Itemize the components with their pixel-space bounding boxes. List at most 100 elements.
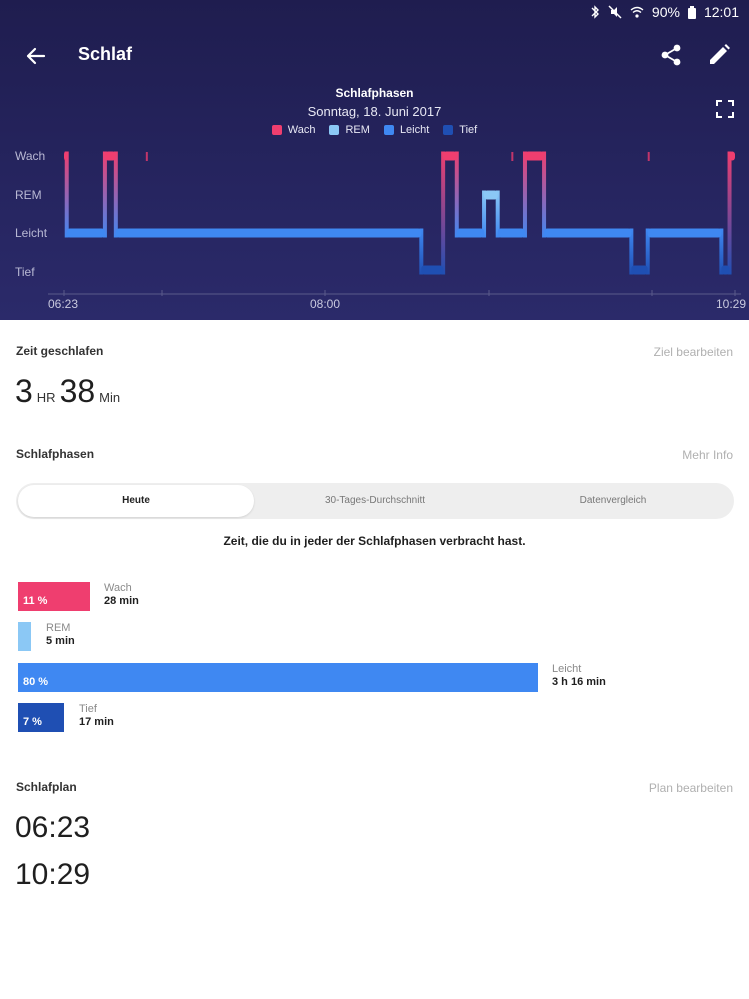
tab-data-comparison[interactable]: Datenvergleich <box>579 495 647 506</box>
stage-transition <box>64 151 69 238</box>
clock: 12:01 <box>703 4 739 20</box>
page-title: Schlaf <box>78 44 133 64</box>
stage-transition <box>454 151 459 238</box>
x-label-start: 06:23 <box>48 297 79 311</box>
minutes-value: 38 <box>59 373 96 409</box>
y-label-tief: Tief <box>15 265 35 279</box>
legend-swatch <box>329 125 340 135</box>
stage-transition <box>542 151 547 238</box>
phases-description: Zeit, die du in jeder der Schlafphasen v… <box>223 534 526 548</box>
plan-start-time: 06:23 <box>15 811 91 844</box>
legend-label: Leicht <box>399 124 430 136</box>
stage-transition <box>482 190 487 238</box>
tab-30-day-average[interactable]: 30-Tages-Durchschnitt <box>324 495 426 506</box>
legend-swatch <box>443 125 454 135</box>
minutes-unit: Min <box>99 390 121 405</box>
phase-label: Wach <box>104 582 132 594</box>
stage-segment-leicht <box>544 228 632 238</box>
stage-transition <box>113 151 118 238</box>
y-label-wach: Wach <box>15 149 46 163</box>
legend-label: REM <box>345 124 370 136</box>
fullscreen-icon[interactable] <box>716 100 734 118</box>
hours-value: 3 <box>15 373 33 409</box>
more-info-link[interactable]: Mehr Info <box>682 448 733 462</box>
phase-label: REM <box>46 622 71 634</box>
stage-transition <box>495 190 500 238</box>
stage-transition <box>727 151 732 275</box>
stage-transition <box>102 151 107 238</box>
phase-label: Leicht <box>552 663 582 675</box>
plan-end-time: 10:29 <box>15 858 91 891</box>
legend-item-wach: Wach <box>271 124 316 136</box>
sleep-chart-header: 90% 12:01 Schlaf Schlafphasen Sonntag, 1… <box>0 0 749 320</box>
period-segmented-control: Heute 30-Tages-Durchschnitt Datenverglei… <box>16 483 734 519</box>
phase-duration: 5 min <box>46 635 75 647</box>
stage-transition <box>419 228 424 275</box>
stage-transition <box>522 151 527 238</box>
edit-goal-link[interactable]: Ziel bearbeiten <box>653 345 733 359</box>
phase-bar-tief: 7 % <box>18 703 64 732</box>
battery-percent: 90% <box>651 4 680 20</box>
back-arrow-icon[interactable] <box>22 42 50 70</box>
stage-segment-wach <box>64 151 67 161</box>
phase-percent: 11 % <box>23 595 48 607</box>
legend-label: Tief <box>459 124 478 136</box>
edit-pencil-icon[interactable] <box>706 42 732 68</box>
chart-date: Sonntag, 18. Juni 2017 <box>307 104 442 119</box>
wifi-icon <box>630 6 644 18</box>
status-bar: 90% 12:01 <box>590 2 739 22</box>
hours-unit: HR <box>36 390 56 405</box>
x-label-end: 10:29 <box>716 297 747 311</box>
wake-tick <box>511 152 514 161</box>
phase-label: Tief <box>79 703 97 715</box>
stage-segment-wach <box>729 151 735 161</box>
stage-segment-tief <box>721 265 730 275</box>
phase-percent: 80 % <box>23 676 49 688</box>
stage-segment-leicht <box>66 228 105 238</box>
phase-bar-leicht: 80 % <box>18 663 538 692</box>
chart-legend: Wach REM Leicht Tief <box>0 124 749 136</box>
edit-plan-link[interactable]: Plan bearbeiten <box>648 781 733 795</box>
stage-segment-leicht <box>647 228 722 238</box>
stage-segment-rem <box>484 190 498 200</box>
bluetooth-icon <box>591 5 599 19</box>
phase-bar-rem <box>18 622 31 651</box>
legend-item-tief: Tief <box>443 124 477 136</box>
legend-label: Wach <box>287 124 316 136</box>
phase-duration: 28 min <box>104 595 139 607</box>
stage-segment-wach <box>524 151 545 161</box>
mute-icon <box>608 5 622 19</box>
phase-bar-wach: 11 % <box>18 582 90 611</box>
y-label-rem: REM <box>15 188 42 202</box>
share-icon[interactable] <box>658 42 684 68</box>
sleep-plan-heading: Schlafplan <box>16 780 77 794</box>
stage-segment-leicht <box>456 228 485 238</box>
stage-transition <box>629 228 634 275</box>
y-label-leicht: Leicht <box>15 226 48 240</box>
stage-segment-tief <box>631 265 648 275</box>
legend-swatch <box>383 125 394 135</box>
legend-item-rem: REM <box>329 124 370 136</box>
phase-percent: 7 % <box>23 716 42 728</box>
wake-tick <box>647 152 650 161</box>
phase-duration: 3 h 16 min <box>552 676 606 688</box>
phases-heading: Schlafphasen <box>16 447 95 461</box>
stage-segment-wach <box>443 151 457 161</box>
battery-icon <box>687 5 696 19</box>
tab-heute[interactable]: Heute <box>18 485 254 517</box>
stage-transition <box>645 228 650 275</box>
stage-segment-wach <box>104 151 116 161</box>
hypnogram-chart <box>48 151 741 296</box>
app-bar: Schlaf <box>0 36 749 76</box>
stage-segment-leicht <box>497 228 525 238</box>
wake-tick <box>145 152 148 161</box>
legend-item-leicht: Leicht <box>383 124 430 136</box>
stage-transition <box>719 228 724 275</box>
time-asleep-heading: Zeit geschlafen <box>16 344 104 358</box>
stage-segment-leicht <box>115 228 422 238</box>
x-label-mid: 08:00 <box>310 297 341 311</box>
time-asleep-value: 3 HR 38 Min <box>15 373 124 410</box>
phase-duration: 17 min <box>79 716 114 728</box>
chart-title: Schlafphasen <box>335 86 414 100</box>
stage-transition <box>441 151 446 275</box>
